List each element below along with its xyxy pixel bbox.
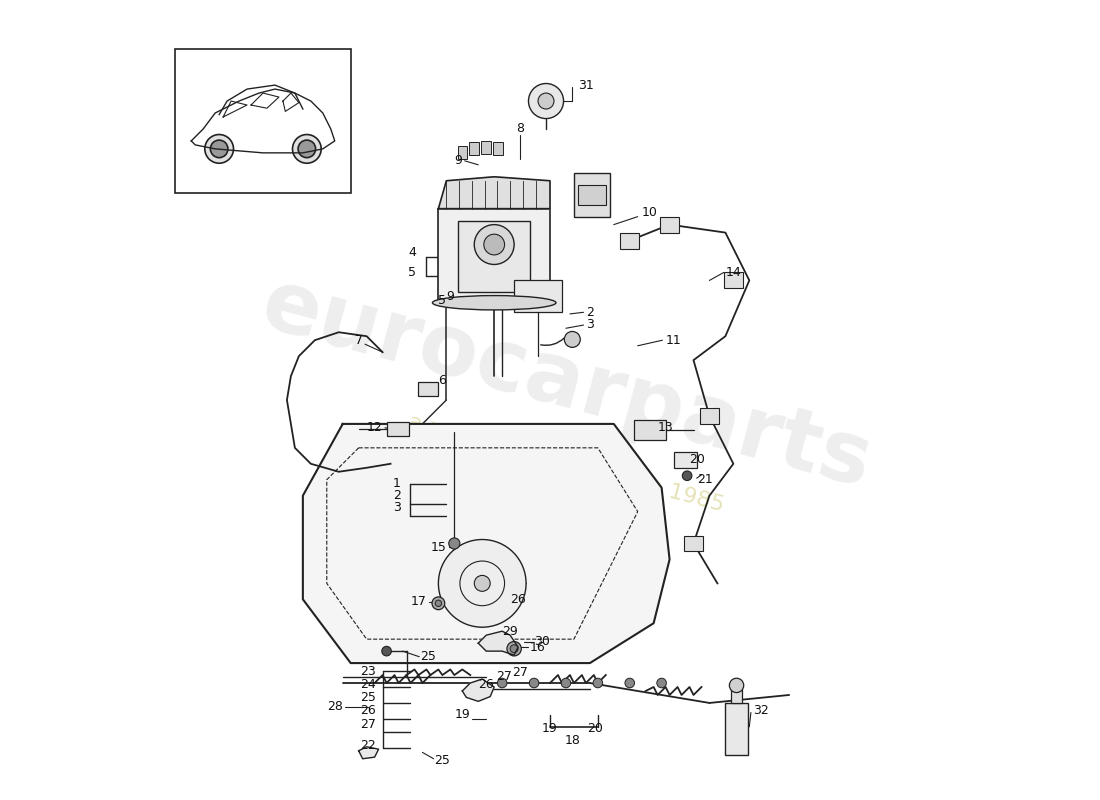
Text: 23: 23 <box>361 665 376 678</box>
Text: 5: 5 <box>439 294 447 307</box>
Text: 4: 4 <box>408 246 416 259</box>
Circle shape <box>474 225 514 265</box>
Text: 30: 30 <box>535 635 550 648</box>
Bar <box>470 142 478 155</box>
Bar <box>732 689 742 703</box>
Bar <box>673 452 697 468</box>
Text: 27: 27 <box>361 718 376 731</box>
Bar <box>724 273 743 288</box>
Bar <box>578 185 606 205</box>
Bar <box>458 146 468 159</box>
Text: 26: 26 <box>361 705 376 718</box>
Bar <box>634 420 665 440</box>
Text: 8: 8 <box>516 122 524 135</box>
Ellipse shape <box>432 295 556 310</box>
Text: 3: 3 <box>393 501 400 514</box>
Circle shape <box>507 642 521 656</box>
Circle shape <box>593 678 603 688</box>
Text: eurocarparts: eurocarparts <box>252 262 880 506</box>
Text: 19: 19 <box>454 709 471 722</box>
Circle shape <box>564 331 581 347</box>
Circle shape <box>484 234 505 255</box>
Text: 14: 14 <box>725 266 741 279</box>
Text: 12: 12 <box>366 422 383 434</box>
Bar <box>700 408 719 424</box>
Text: 21: 21 <box>697 474 713 486</box>
Circle shape <box>625 678 635 688</box>
Text: a passion for cars since 1985: a passion for cars since 1985 <box>406 412 726 516</box>
Text: 20: 20 <box>690 454 705 466</box>
Text: 31: 31 <box>578 78 594 91</box>
Bar <box>574 173 609 217</box>
Text: 13: 13 <box>658 422 673 434</box>
Polygon shape <box>462 679 494 702</box>
Bar <box>418 382 439 396</box>
Bar <box>725 703 748 754</box>
Text: 5: 5 <box>408 266 416 279</box>
Polygon shape <box>359 746 378 758</box>
Text: 6: 6 <box>439 374 447 386</box>
Circle shape <box>432 597 444 610</box>
Polygon shape <box>478 631 518 655</box>
Text: 11: 11 <box>666 334 681 346</box>
Circle shape <box>205 134 233 163</box>
Bar <box>684 535 703 551</box>
Text: 32: 32 <box>754 705 769 718</box>
Circle shape <box>729 678 744 693</box>
Circle shape <box>449 538 460 549</box>
Polygon shape <box>439 177 550 209</box>
Text: 25: 25 <box>361 691 376 704</box>
Text: 25: 25 <box>420 650 436 663</box>
Text: 9: 9 <box>447 290 454 303</box>
Text: 20: 20 <box>586 722 603 735</box>
Circle shape <box>529 678 539 688</box>
Text: 2: 2 <box>393 489 400 502</box>
Text: 22: 22 <box>361 738 376 752</box>
Bar <box>175 50 351 193</box>
Circle shape <box>497 678 507 688</box>
Circle shape <box>682 471 692 481</box>
Circle shape <box>210 140 228 158</box>
Polygon shape <box>302 424 670 663</box>
Text: 1: 1 <box>393 478 400 490</box>
Text: 7: 7 <box>354 334 363 346</box>
Text: 16: 16 <box>530 641 546 654</box>
Text: 29: 29 <box>503 625 518 638</box>
Bar <box>494 142 503 155</box>
Text: 27: 27 <box>496 670 512 683</box>
Circle shape <box>510 645 518 653</box>
Bar <box>439 209 550 304</box>
Text: 26: 26 <box>478 678 494 691</box>
Text: 26: 26 <box>510 593 526 606</box>
Text: 19: 19 <box>542 722 558 735</box>
Text: 2: 2 <box>586 306 594 319</box>
Circle shape <box>561 678 571 688</box>
Circle shape <box>382 646 392 656</box>
Text: 10: 10 <box>641 206 658 219</box>
Circle shape <box>436 600 441 606</box>
Text: 3: 3 <box>586 318 594 330</box>
Circle shape <box>439 539 526 627</box>
Text: 27: 27 <box>512 666 528 679</box>
Text: 17: 17 <box>410 595 427 608</box>
Circle shape <box>293 134 321 163</box>
Bar <box>386 422 409 436</box>
Text: 9: 9 <box>454 154 462 167</box>
Bar <box>660 217 679 233</box>
Circle shape <box>298 140 316 158</box>
Text: 18: 18 <box>564 734 581 747</box>
Circle shape <box>538 93 554 109</box>
Bar <box>620 233 639 249</box>
Text: 24: 24 <box>361 678 376 691</box>
Circle shape <box>657 678 667 688</box>
Circle shape <box>474 575 491 591</box>
Text: 25: 25 <box>434 754 450 767</box>
Text: 15: 15 <box>430 541 447 554</box>
Text: 28: 28 <box>327 701 343 714</box>
Circle shape <box>528 83 563 118</box>
Bar <box>482 141 491 154</box>
Bar <box>459 221 530 292</box>
Bar <box>514 281 562 312</box>
